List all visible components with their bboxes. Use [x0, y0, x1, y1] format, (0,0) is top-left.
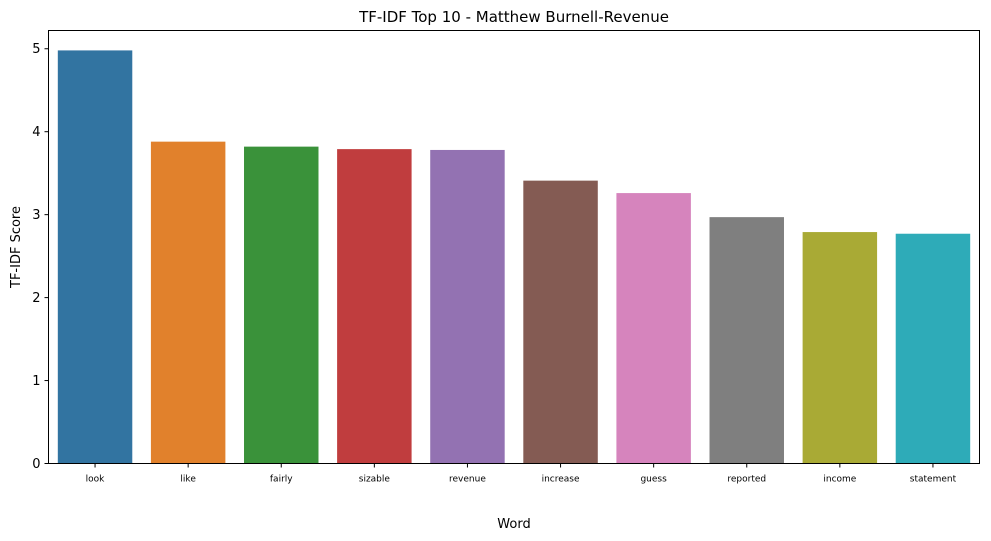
x-tick-label: increase — [542, 475, 580, 485]
y-tick-label: 5 — [32, 42, 40, 57]
bar-guess — [616, 193, 691, 464]
bar-look — [57, 50, 133, 464]
x-tick-label: guess — [640, 475, 667, 485]
y-axis-ticks: 0 1 2 3 4 5 — [32, 42, 49, 472]
x-tick-label: sizable — [359, 475, 391, 485]
x-tick-label: look — [86, 475, 106, 485]
x-tick-label: revenue — [449, 475, 486, 485]
bar-like — [150, 141, 226, 464]
y-tick-label: 2 — [32, 291, 40, 306]
x-axis-label: Word — [497, 517, 530, 532]
bar-sizable — [337, 149, 412, 464]
bar-revenue — [430, 149, 505, 464]
x-axis-ticks: look like fairly sizable revenue increase gues… — [86, 463, 957, 485]
bar-statement — [895, 233, 971, 464]
x-tick-label: fairly — [270, 475, 293, 485]
bar-fairly — [244, 146, 319, 464]
bar-reported — [709, 217, 784, 464]
bar-increase — [523, 180, 598, 464]
y-tick-label: 3 — [32, 208, 40, 223]
y-tick-label: 1 — [32, 374, 40, 389]
x-tick-label: statement — [910, 475, 957, 485]
plot-frame — [48, 30, 980, 464]
bar-income — [802, 232, 878, 464]
chart-title: TF-IDF Top 10 - Matthew Burnell-Revenue — [358, 8, 669, 26]
x-tick-label: like — [180, 475, 196, 485]
x-tick-label: income — [823, 475, 856, 485]
y-axis-label: TF-IDF Score — [9, 206, 24, 289]
y-tick-label: 4 — [32, 125, 40, 140]
y-tick-label: 0 — [32, 457, 40, 472]
x-tick-label: reported — [727, 475, 766, 485]
bars-group — [57, 50, 971, 464]
